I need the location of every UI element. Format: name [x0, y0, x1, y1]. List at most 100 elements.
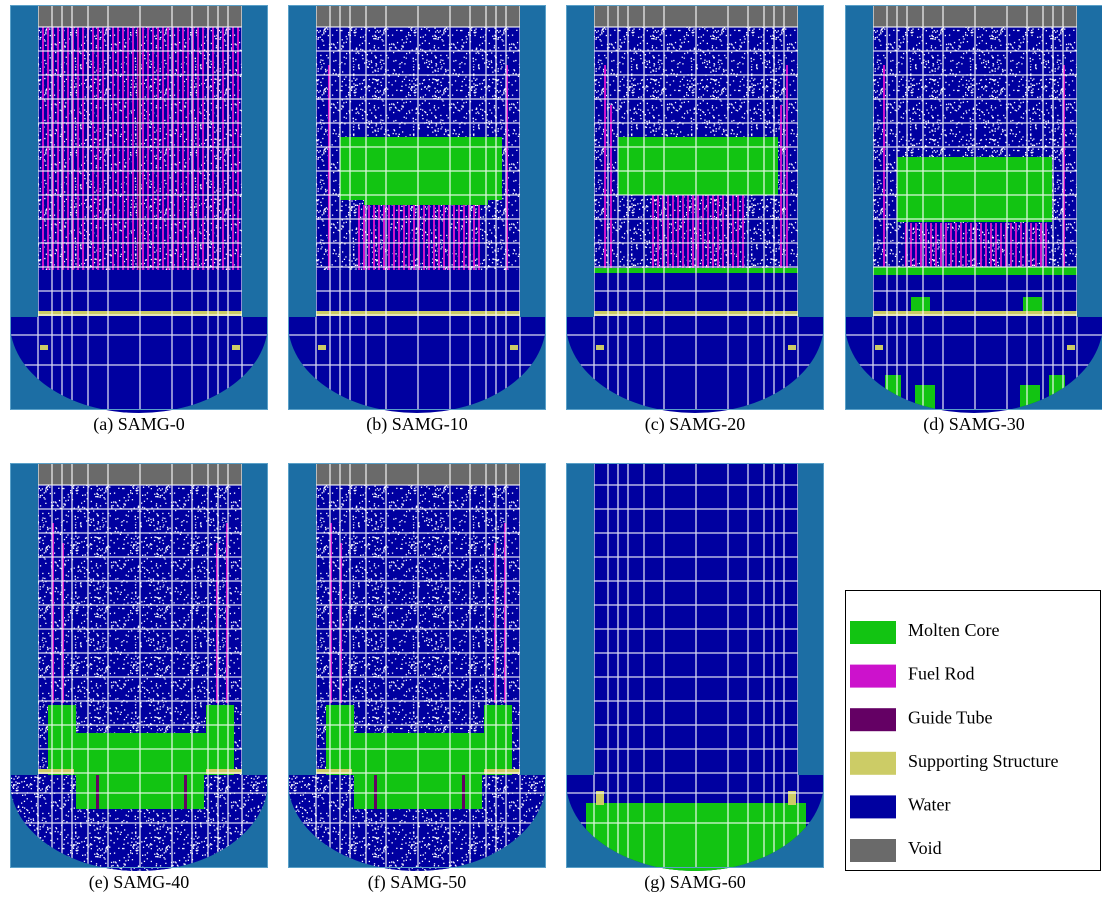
fuel-rod	[463, 205, 465, 270]
fuel-rod	[925, 223, 927, 270]
fuel-rod	[780, 105, 782, 270]
fuel-rod	[67, 27, 69, 270]
legend-label: Molten Core	[908, 620, 1000, 640]
caption: (f) SAMG-50	[368, 872, 467, 893]
fuel-rod	[403, 205, 405, 270]
fuel-rod	[373, 205, 375, 270]
fuel-rod	[428, 205, 430, 270]
fuel-rod	[408, 205, 410, 270]
fuel-rod	[122, 27, 124, 270]
fuel-rod	[935, 223, 937, 270]
caption: (e) SAMG-40	[89, 872, 190, 893]
fuel-rod	[960, 223, 962, 270]
support	[1067, 345, 1075, 350]
fuel-rod	[423, 205, 425, 270]
fuel-rod	[1020, 223, 1022, 270]
legend-label: Void	[908, 838, 942, 858]
fuel-rod	[398, 205, 400, 270]
fuel-rod	[197, 27, 199, 270]
fuel-rod	[393, 205, 395, 270]
molten	[618, 137, 778, 195]
fuel-rod	[222, 27, 224, 270]
molten	[484, 705, 512, 735]
fuel-rod	[147, 27, 149, 270]
fuel-rod	[955, 223, 957, 270]
fuel-rod	[1010, 223, 1012, 270]
fuel-rod	[368, 205, 370, 270]
panel	[288, 463, 546, 871]
panel	[845, 5, 1102, 413]
fuel-rod	[182, 27, 184, 270]
fuel-rod	[950, 223, 952, 270]
fuel-rod	[985, 223, 987, 270]
fuel-rod	[152, 27, 154, 270]
fuel-rod	[610, 105, 612, 270]
legend-swatch	[850, 795, 896, 818]
guide-tube	[374, 775, 377, 809]
fuel-rod	[930, 223, 932, 270]
fuel-rod	[458, 205, 460, 270]
fuel-rod	[383, 205, 385, 270]
fuel-rod	[965, 223, 967, 270]
fuel-rod	[388, 205, 390, 270]
molten	[206, 705, 234, 735]
guide-tube	[96, 775, 99, 809]
fuel-rod	[1045, 223, 1047, 270]
fuel-rod	[97, 27, 99, 270]
fuel-rod	[212, 27, 214, 270]
fuel-rod	[157, 27, 159, 270]
molten	[48, 733, 234, 775]
fuel-rod	[142, 27, 144, 270]
fuel-rod	[378, 205, 380, 270]
fuel-rod	[433, 205, 435, 270]
caption: (d) SAMG-30	[923, 414, 1025, 435]
fuel-rod	[77, 27, 79, 270]
fuel-rod	[604, 65, 606, 270]
fuel-rod	[1030, 223, 1032, 270]
fuel-rod	[202, 27, 204, 270]
fuel-rod	[57, 27, 59, 270]
legend-label: Water	[908, 795, 951, 815]
fuel-rod	[112, 27, 114, 270]
molten	[326, 733, 512, 775]
caption: (c) SAMG-20	[645, 414, 746, 435]
fuel-rod	[990, 223, 992, 270]
fuel-rod	[167, 27, 169, 270]
fuel-rod	[117, 27, 119, 270]
legend-swatch	[850, 621, 896, 644]
support	[788, 345, 796, 350]
legend-swatch	[850, 839, 896, 862]
fuel-rod	[358, 205, 360, 270]
fuel-rod	[995, 223, 997, 270]
fuel-rod	[883, 65, 885, 270]
molten	[911, 297, 930, 311]
fuel-rod	[940, 223, 942, 270]
fuel-rod	[102, 27, 104, 270]
fuel-rod	[162, 27, 164, 270]
panel	[288, 5, 546, 413]
caption: (g) SAMG-60	[644, 872, 746, 893]
legend-label: Supporting Structure	[908, 751, 1059, 771]
legend-swatch	[850, 708, 896, 731]
support	[232, 345, 240, 350]
legend-swatch	[850, 665, 896, 688]
fuel-rod	[915, 223, 917, 270]
fuel-rod	[945, 223, 947, 270]
panel	[566, 463, 824, 873]
fuel-rod	[453, 205, 455, 270]
fuel-rod	[1015, 223, 1017, 270]
fuel-rod	[473, 205, 475, 270]
support	[596, 345, 604, 350]
figure: (a) SAMG-0(b) SAMG-10(c) SAMG-20(d) SAMG…	[0, 0, 1102, 898]
fuel-rod	[177, 27, 179, 270]
fuel-rod	[1000, 223, 1002, 270]
caption: (b) SAMG-10	[366, 414, 468, 435]
fuel-rod	[970, 223, 972, 270]
fuel-rod	[92, 27, 94, 270]
panel	[10, 463, 268, 871]
legend-swatch	[850, 752, 896, 775]
fuel-rod	[1040, 223, 1042, 270]
fuel-rod	[443, 205, 445, 270]
molten	[1023, 297, 1042, 311]
